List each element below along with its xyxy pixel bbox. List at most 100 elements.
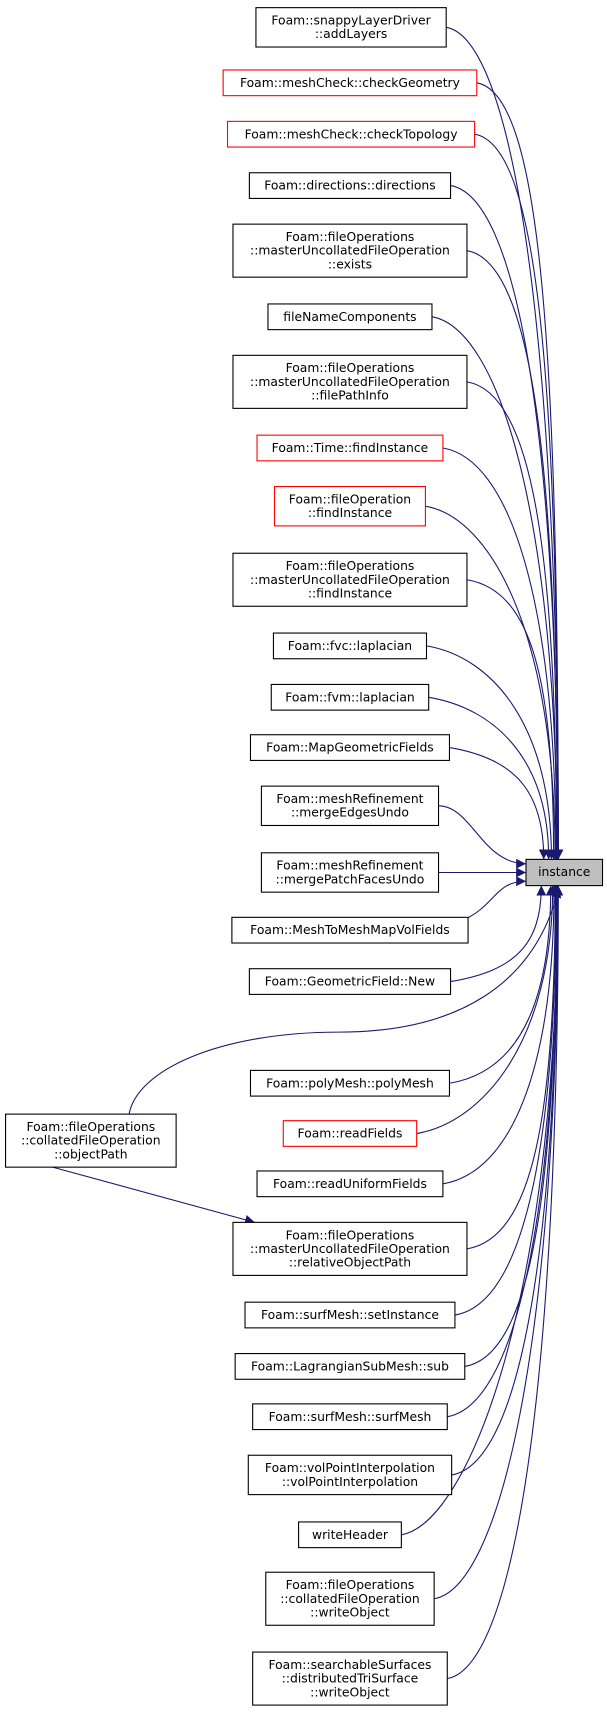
edge [476, 82, 564, 860]
node-box[interactable] [256, 434, 444, 462]
node-label: Foam::LagrangianSubMesh::sub [251, 1359, 449, 1373]
edge [450, 885, 547, 983]
node-label: Foam::directions::directions [264, 179, 435, 193]
node-label: Foam::snappyLayerDriver [271, 14, 431, 28]
node-label: ::masterUncollatedFileOperation [250, 244, 450, 258]
target-label: instance [538, 865, 590, 879]
node-box[interactable] [256, 1170, 444, 1198]
node-label: ::relativeObjectPath [289, 1256, 411, 1270]
node-label: fileNameComponents [283, 310, 416, 324]
edge [128, 887, 562, 1115]
edge [401, 885, 563, 1536]
node-box[interactable] [267, 303, 433, 331]
node-label: ::masterUncollatedFileOperation [250, 1242, 450, 1256]
edge [454, 885, 562, 1316]
node-label: ::exists [328, 257, 372, 271]
node-box[interactable] [232, 354, 468, 409]
node-label: Foam::readFields [298, 1127, 403, 1141]
node-box[interactable] [260, 852, 440, 893]
node-label: Foam::fileOperation [289, 492, 411, 506]
node-box[interactable] [249, 1069, 451, 1097]
node-label: ::masterUncollatedFileOperation [250, 573, 450, 587]
edge [52, 1166, 255, 1225]
node-label: Foam::meshCheck::checkGeometry [240, 76, 460, 90]
node-label: Foam::fvc::laplacian [288, 639, 412, 653]
node-label: ::mergeEdgesUndo [291, 806, 409, 820]
node-box[interactable] [222, 69, 478, 97]
node-box[interactable] [265, 1571, 435, 1626]
node-box[interactable] [252, 1651, 448, 1706]
node-box[interactable] [248, 968, 452, 995]
edge [438, 805, 526, 869]
edge [466, 885, 561, 1250]
node-box[interactable] [226, 120, 476, 148]
node-label: Foam::fvm::laplacian [285, 690, 415, 704]
node-box[interactable] [232, 223, 468, 278]
edge [431, 316, 563, 860]
edge [466, 250, 563, 860]
edge [449, 747, 549, 860]
node-box[interactable] [244, 1301, 456, 1329]
node-box[interactable] [252, 1403, 448, 1431]
node-box[interactable] [270, 683, 430, 711]
node-box[interactable] [5, 1113, 177, 1168]
node-label: Foam::searchableSurfaces [268, 1658, 431, 1672]
node-label: Foam::fileOperations [286, 1578, 415, 1592]
node-label: ::distributedTriSurface [282, 1672, 419, 1686]
node-box[interactable] [255, 7, 447, 48]
node-label: Foam::Time::findInstance [272, 441, 429, 455]
edge [442, 447, 561, 860]
edge [446, 26, 564, 860]
node-label: ::masterUncollatedFileOperation [250, 375, 450, 389]
node-label: Foam::polyMesh::polyMesh [266, 1076, 434, 1090]
node-label: ::filePathInfo [311, 389, 389, 403]
edge [466, 579, 559, 860]
node-label: Foam::meshCheck::checkTopology [245, 127, 458, 141]
node-label: ::writeObject [310, 1685, 390, 1699]
node-label: ::writeObject [310, 1605, 390, 1619]
node-label: ::collatedFileOperation [280, 1592, 419, 1606]
node-label: ::findInstance [308, 586, 392, 600]
node-box[interactable] [273, 485, 426, 527]
node-label: Foam::fileOperations [286, 230, 415, 244]
node-box[interactable] [260, 785, 440, 827]
node-label: Foam::meshRefinement [276, 859, 423, 873]
node-box[interactable] [249, 734, 451, 761]
node-label: ::mergePatchFacesUndo [276, 872, 425, 886]
node-label: Foam::meshRefinement [276, 792, 423, 806]
edge [447, 885, 564, 1680]
node-box[interactable] [247, 1454, 453, 1496]
node-box[interactable] [272, 632, 428, 660]
edge [449, 885, 556, 1084]
edge [474, 133, 563, 860]
node-box[interactable] [248, 172, 452, 199]
node-label: Foam::MapGeometricFields [266, 741, 434, 755]
edge [442, 885, 559, 1185]
edge [416, 885, 558, 1135]
node-label: Foam::volPointInterpolation [265, 1461, 435, 1475]
node-box[interactable] [232, 552, 468, 607]
node-label: ::findInstance [308, 506, 392, 520]
node-label: Foam::fileOperations [286, 361, 415, 375]
nodes: Foam::snappyLayerDriver::addLayersFoam::… [5, 7, 604, 1706]
target-box[interactable] [525, 858, 604, 887]
node-box[interactable] [298, 1521, 402, 1549]
node-label: Foam::fileOperations [286, 559, 415, 573]
node-box[interactable] [232, 1221, 468, 1276]
node-box[interactable] [234, 1353, 466, 1380]
node-label: Foam::fileOperations [26, 1120, 155, 1134]
node-box[interactable] [231, 916, 469, 944]
edge [434, 885, 563, 1600]
edge [426, 645, 557, 860]
node-label: ::addLayers [315, 27, 387, 41]
node-box[interactable] [282, 1120, 418, 1147]
node-label: Foam::surfMesh::setInstance [261, 1308, 439, 1322]
node-label: Foam::readUniformFields [273, 1177, 427, 1191]
node-label: Foam::fileOperations [286, 1228, 415, 1242]
node-label: ::volPointInterpolation [282, 1475, 418, 1489]
edges [52, 26, 564, 1680]
node-label: ::collatedFileOperation [21, 1134, 160, 1148]
edge [466, 381, 562, 860]
